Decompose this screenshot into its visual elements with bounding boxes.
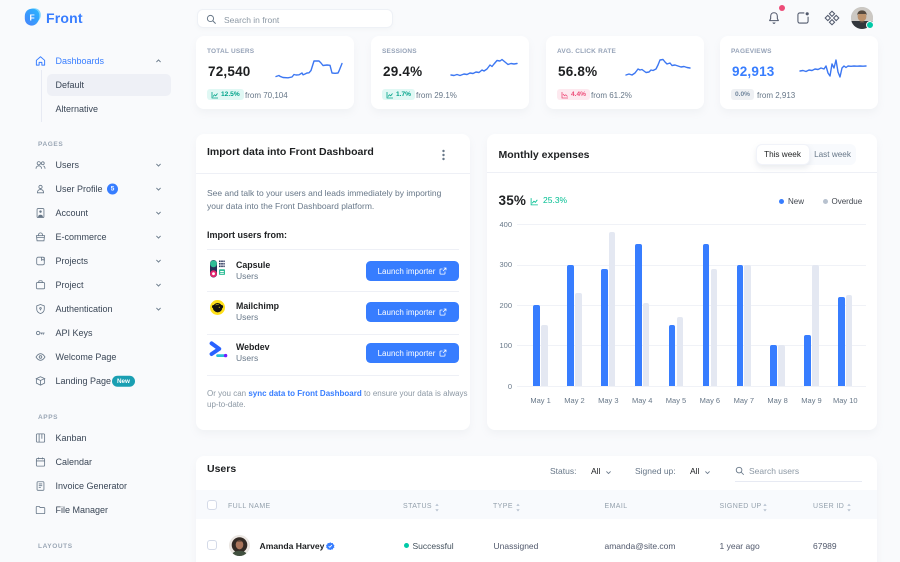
svg-text:F: F: [29, 13, 34, 23]
